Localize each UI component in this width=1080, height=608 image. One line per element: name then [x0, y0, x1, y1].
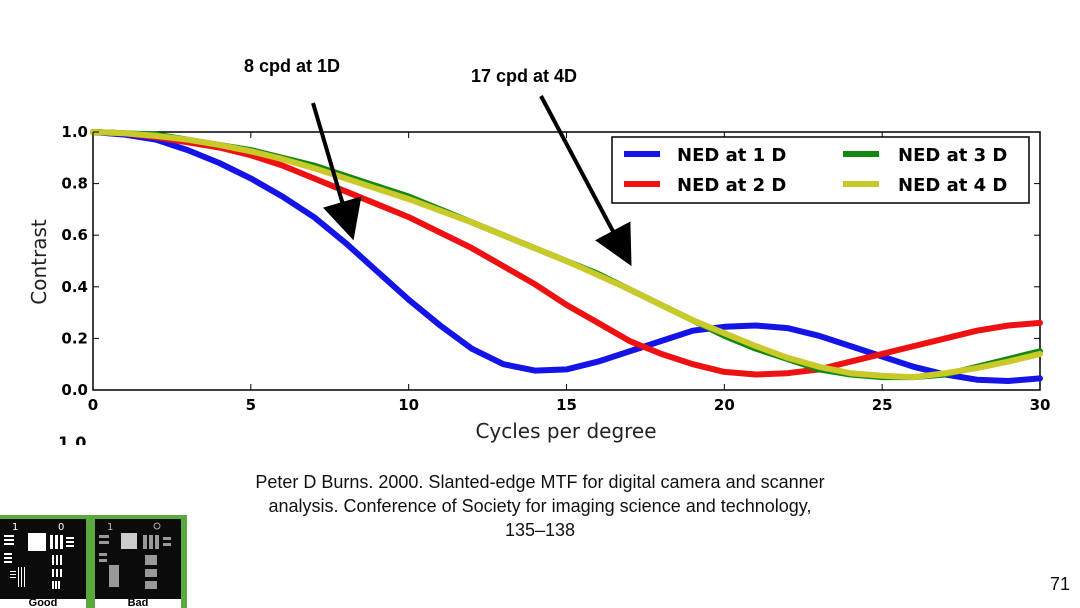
y-tick-label: 0.0: [61, 381, 88, 399]
x-axis-label: Cycles per degree: [475, 419, 656, 443]
good-number-0: 0: [58, 522, 64, 533]
y-tick-labels: 0.0 0.2 0.4 0.6 0.8 1.0: [61, 123, 88, 399]
y-tick-label: 0.6: [61, 226, 88, 244]
callout-8cpd: 8 cpd at 1D: [244, 56, 341, 76]
callout-17cpd: 17 cpd at 4D: [471, 66, 578, 86]
bad-label: Bad: [95, 599, 181, 608]
arrow-8cpd: [311, 102, 362, 241]
legend-box: [611, 136, 1030, 204]
legend: NED at 1 D NED at 2 D NED at 3 D NED at …: [611, 136, 1030, 204]
x-tick-label: 20: [714, 396, 735, 414]
series-line-4: [90, 129, 1043, 381]
x-tick-label: 0: [88, 396, 98, 414]
x-tick-label: 5: [246, 396, 256, 414]
citation-line-2: analysis. Conference of Society for imag…: [268, 496, 812, 516]
bad-test-pattern: 1: [99, 522, 171, 589]
series-layer: [90, 129, 1043, 384]
y-tick-label: 0.2: [61, 329, 88, 347]
y-tick-label: 1.0: [61, 123, 88, 141]
legend-label-ned-2d: NED at 2 D: [677, 175, 786, 196]
tick-layer: [92, 131, 1041, 391]
x-tick-label: 25: [872, 396, 893, 414]
x-tick-label: 15: [556, 396, 577, 414]
y-tick-label: 0.4: [61, 278, 88, 296]
x-tick-labels: 0 5 10 15 20 25 30: [88, 396, 1051, 414]
legend-label-ned-3d: NED at 3 D: [898, 145, 1007, 166]
good-test-chart: 1 0: [0, 519, 86, 599]
good-number-1: 1: [12, 522, 18, 533]
good-label: Good: [0, 599, 86, 608]
x-tick-label: 30: [1030, 396, 1051, 414]
good-test-pattern: 1 0: [4, 522, 74, 589]
series-line-2: [90, 129, 1043, 378]
x-tick-label: 10: [398, 396, 419, 414]
citation: Peter D Burns. 2000. Slanted-edge MTF fo…: [160, 470, 920, 542]
cut-off-tick-label: 1.0: [58, 433, 86, 445]
y-tick-label: 0.8: [61, 175, 88, 193]
y-axis-label: Contrast: [27, 219, 51, 305]
bad-test-chart: 1: [95, 519, 181, 599]
bad-number-1: 1: [107, 522, 113, 533]
citation-line-3: 135–138: [504, 520, 576, 540]
citation-line-1: Peter D Burns. 2000. Slanted-edge MTF fo…: [255, 472, 825, 492]
mtf-chart: 0 5 10 15 20 25 30 0.0 0.2 0.4 0.6 0.8 1.0 Cycles p…: [27, 95, 1051, 445]
arrow-17cpd: [539, 95, 632, 267]
legend-label-ned-4d: NED at 4 D: [898, 175, 1007, 196]
resolution-test-thumbnail: 1 0 Good 1: [0, 515, 187, 608]
page-number: 71: [1049, 574, 1070, 594]
legend-label-ned-1d: NED at 1 D: [677, 145, 786, 166]
